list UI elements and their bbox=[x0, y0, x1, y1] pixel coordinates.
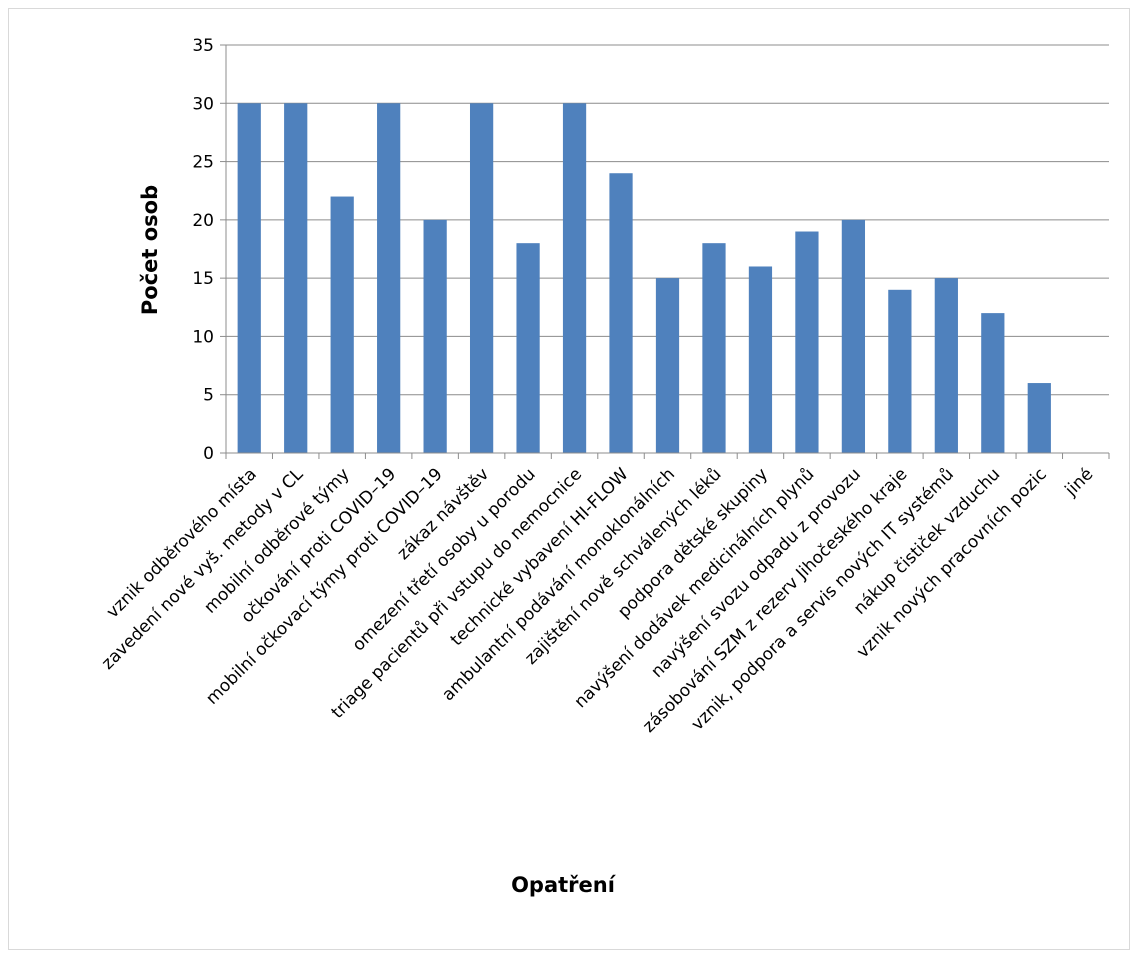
bar bbox=[702, 243, 726, 453]
y-tick-label: 25 bbox=[192, 153, 214, 173]
bar bbox=[516, 243, 540, 453]
y-tick-label: 30 bbox=[192, 94, 214, 114]
bars bbox=[237, 103, 1051, 454]
bar bbox=[330, 196, 354, 454]
bar bbox=[284, 103, 308, 454]
bar bbox=[237, 103, 261, 454]
y-axis-title: Počet osob bbox=[138, 185, 162, 315]
bar bbox=[423, 219, 447, 453]
y-tick-label: 10 bbox=[192, 327, 214, 347]
y-tick-labels: 0 5 10 15 20 25 30 35 bbox=[192, 36, 214, 464]
bar bbox=[841, 219, 866, 453]
bar bbox=[562, 103, 587, 454]
y-tick-label: 20 bbox=[192, 211, 214, 231]
bar bbox=[981, 313, 1005, 453]
bar bbox=[377, 103, 401, 454]
y-tick-label: 5 bbox=[203, 386, 214, 406]
axes bbox=[220, 44, 1110, 459]
gridlines bbox=[226, 44, 1109, 396]
y-tick-label: 15 bbox=[192, 269, 214, 289]
bar bbox=[609, 173, 633, 453]
bar bbox=[748, 266, 773, 453]
category-label: jiné bbox=[1061, 464, 1098, 501]
bar bbox=[888, 289, 912, 453]
bar bbox=[1027, 383, 1051, 453]
y-tick-label: 35 bbox=[192, 36, 214, 56]
y-tick-label: 0 bbox=[203, 444, 214, 464]
bar bbox=[795, 231, 819, 453]
bar bbox=[655, 278, 680, 453]
x-axis-title: Opatření bbox=[511, 873, 617, 897]
bar bbox=[469, 103, 494, 454]
bar bbox=[934, 278, 958, 453]
